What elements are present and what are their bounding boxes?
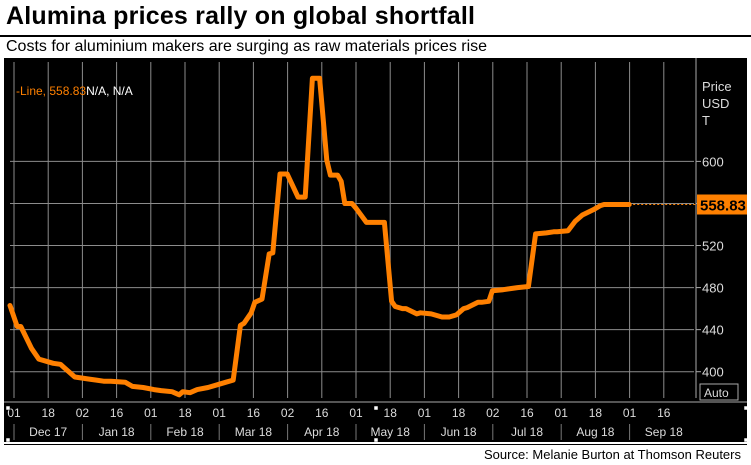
y-axis-label: Price (702, 79, 732, 94)
x-day-tick-label: 01 (555, 406, 569, 420)
x-month-label: Mar 18 (235, 425, 273, 439)
x-month-label: Aug 18 (576, 425, 614, 439)
x-day-tick-label: 18 (589, 406, 603, 420)
source-divider (4, 444, 747, 465)
resize-handle (743, 405, 747, 411)
resize-handle (373, 437, 379, 442)
x-day-tick-label: 16 (520, 406, 534, 420)
x-month-label: Sep 18 (645, 425, 683, 439)
x-day-tick-label: 01 (7, 406, 21, 420)
x-day-tick-label: 02 (281, 406, 295, 420)
resize-handle (743, 437, 747, 442)
y-tick-label: 440 (702, 323, 724, 338)
y-tick-label: 400 (702, 365, 724, 380)
x-day-tick-label: 01 (623, 406, 637, 420)
chart-subtitle: Costs for aluminium makers are surging a… (6, 38, 488, 55)
alumina-price-chart: 400 440 480 520 600 Price USD T 558.83 -Line, 558… (4, 58, 747, 442)
x-month-label: Jan 18 (99, 425, 135, 439)
title-divider (0, 35, 751, 37)
x-day-tick-label: 01 (144, 406, 158, 420)
resize-handle (373, 405, 379, 411)
x-day-tick-label: 18 (178, 406, 192, 420)
last-value-tag (697, 194, 747, 215)
x-month-label: Apr 18 (304, 425, 340, 439)
auto-box (699, 383, 739, 401)
price-line (7, 75, 632, 398)
x-day-tick-label: 18 (384, 406, 398, 420)
plot-background (4, 58, 747, 442)
x-month-label: Jun 18 (441, 425, 477, 439)
x-day-tick-label: 16 (110, 406, 124, 420)
x-day-tick-label: 01 (213, 406, 227, 420)
x-day-tick-label: 16 (247, 406, 261, 420)
y-axis-label: T (702, 113, 710, 128)
x-day-tick-label: 01 (418, 406, 432, 420)
source-credit: Source: Melanie Burton at Thomson Reuter… (483, 447, 741, 462)
chart-title: Alumina prices rally on global shortfall (6, 2, 476, 30)
x-day-tick-label: 18 (42, 406, 56, 420)
resize-handle (5, 437, 11, 442)
x-month-label: May 18 (371, 425, 411, 439)
auto-label: Auto (704, 386, 729, 400)
x-day-tick-label: 18 (452, 406, 466, 420)
x-month-label: Feb 18 (166, 425, 204, 439)
x-day-tick-label: 16 (315, 406, 329, 420)
x-month-label: Dec 17 (29, 425, 67, 439)
resize-handle (5, 405, 11, 411)
x-month-label: Jul 18 (511, 425, 543, 439)
legend-entry: -Line, 558.83N/A, N/A (16, 84, 133, 98)
x-day-tick-label: 02 (486, 406, 500, 420)
y-tick-label: 480 (702, 281, 724, 296)
x-day-tick-label: 16 (657, 406, 671, 420)
x-day-tick-label: 02 (76, 406, 90, 420)
last-value-label: 558.83 (700, 198, 746, 215)
x-day-tick-label: 01 (349, 406, 363, 420)
y-tick-label: 600 (702, 154, 724, 169)
y-tick-label: 520 (702, 239, 724, 254)
y-axis-label: USD (702, 96, 729, 111)
